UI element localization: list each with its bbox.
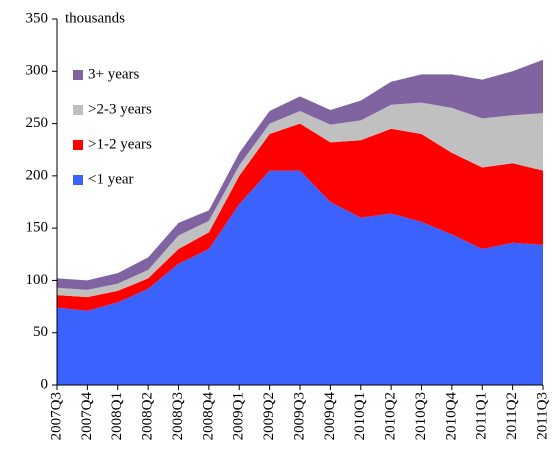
x-tick-label: 2010Q2 xyxy=(383,392,399,440)
x-tick-label: 2009Q4 xyxy=(322,392,338,441)
y-tick-label: 300 xyxy=(26,63,49,79)
x-tick-label: 2010Q1 xyxy=(352,392,368,440)
legend-swatch xyxy=(73,105,83,115)
x-tick-label: 2009Q2 xyxy=(261,392,277,440)
x-tick-label: 2011Q1 xyxy=(474,392,490,440)
x-tick-label: 2009Q1 xyxy=(231,392,247,440)
legend-label: <1 year xyxy=(88,171,134,187)
area xyxy=(57,123,543,311)
y-tick-label: 250 xyxy=(26,115,49,131)
y-tick-label: 50 xyxy=(33,324,48,340)
y-tick-label: 200 xyxy=(26,167,49,183)
x-tick-label: 2008Q4 xyxy=(200,392,216,441)
x-tick-label: 2008Q2 xyxy=(140,392,156,440)
legend-label: 3+ years xyxy=(88,66,140,82)
annotation: thousands xyxy=(65,10,125,26)
y-tick-label: 350 xyxy=(26,10,49,26)
legend-swatch xyxy=(73,140,83,150)
x-tick-label: 2010Q4 xyxy=(443,392,459,441)
x-tick-label: 2011Q3 xyxy=(534,392,550,440)
areas xyxy=(57,59,543,385)
x-tick-label: 2011Q2 xyxy=(504,392,520,440)
x-tick-label: 2010Q3 xyxy=(413,392,429,440)
x-tick-label: 2008Q1 xyxy=(109,392,125,440)
x-tick-label: 2009Q3 xyxy=(291,392,307,440)
y-tick-label: 0 xyxy=(41,376,49,392)
y-tick-label: 150 xyxy=(26,220,49,236)
x-tick-label: 2007Q3 xyxy=(48,392,64,440)
area xyxy=(57,170,543,385)
area xyxy=(57,59,543,290)
x-tick-label: 2008Q3 xyxy=(170,392,186,440)
legend-swatch xyxy=(73,70,83,80)
legend-label: >1-2 years xyxy=(88,136,152,152)
y-tick-label: 100 xyxy=(26,272,49,288)
legend-label: >2-3 years xyxy=(88,101,152,117)
area xyxy=(57,102,543,298)
x-tick-label: 2007Q4 xyxy=(79,392,95,441)
legend-swatch xyxy=(73,175,83,185)
